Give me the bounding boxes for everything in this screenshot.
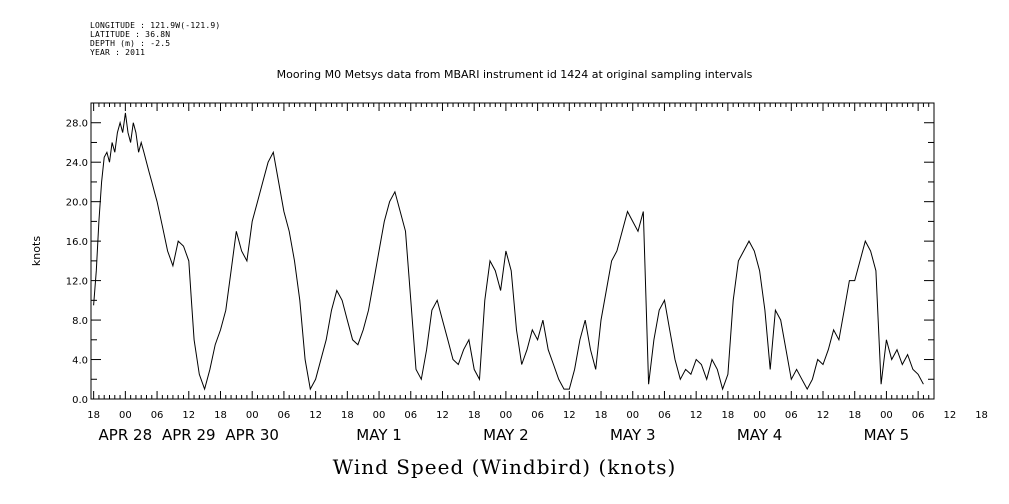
x-tick-label: 18 [87, 410, 100, 421]
y-axis-label: knots [30, 236, 43, 266]
x-axis: 18 00 06 12 18 00 06 12 18 00 06 12 18 00 06 12 18 00 06 12… [87, 103, 988, 444]
y-tick-label: 0.0 [72, 395, 88, 406]
x-tick-label: 06 [912, 410, 925, 421]
x-tick-label: 00 [626, 410, 639, 421]
day-label: MAY 1 [356, 426, 402, 444]
x-tick-label: 06 [151, 410, 164, 421]
y-tick-label: 24.0 [66, 158, 88, 169]
y-tick-label: 20.0 [66, 198, 88, 209]
x-tick-label: 12 [182, 410, 195, 421]
x-tick-label: 18 [468, 410, 481, 421]
x-tick-label: 12 [817, 410, 830, 421]
y-tick-label: 28.0 [66, 119, 88, 130]
x-tick-label: 12 [690, 410, 703, 421]
day-label: APR 28 [99, 426, 153, 444]
x-tick-label: 12 [436, 410, 449, 421]
x-tick-label: 00 [880, 410, 893, 421]
x-tick-label: 06 [658, 410, 671, 421]
latitude-text: LATITUDE : 36.8N [90, 30, 171, 39]
x-tick-label: 12 [943, 410, 956, 421]
x-tick-label: 18 [722, 410, 735, 421]
x-tick-label: 18 [975, 410, 988, 421]
day-label: MAY 4 [737, 426, 783, 444]
x-tick-label: 18 [848, 410, 861, 421]
x-tick-label: 06 [785, 410, 798, 421]
day-label: MAY 5 [864, 426, 910, 444]
x-tick-label: 00 [753, 410, 766, 421]
day-label: APR 30 [225, 426, 279, 444]
x-tick-label: 00 [119, 410, 132, 421]
x-tick-label: 06 [531, 410, 544, 421]
day-label: MAY 2 [483, 426, 529, 444]
x-tick-label: 12 [309, 410, 322, 421]
x-tick-label: 00 [500, 410, 513, 421]
x-tick-label: 18 [341, 410, 354, 421]
x-tick-label: 00 [246, 410, 259, 421]
x-tick-label: 18 [214, 410, 227, 421]
wind-speed-line [93, 112, 924, 391]
x-axis-label: Wind Speed (Windbird) (knots) [332, 455, 677, 479]
plot-frame [90, 102, 935, 400]
depth-text: DEPTH (m) : -2.5 [90, 39, 171, 48]
y-tick-label: 8.0 [72, 316, 88, 327]
y-tick-label: 16.0 [66, 237, 88, 248]
series-group [93, 112, 924, 391]
y-axis: 0.0 4.0 8.0 12.0 16.0 20.0 24.0 28.0 [66, 102, 934, 406]
chart-title: Mooring M0 Metsys data from MBARI instru… [276, 68, 753, 81]
longitude-text: LONGITUDE : 121.9W(-121.9) [90, 21, 221, 30]
x-tick-label: 06 [278, 410, 291, 421]
x-tick-label: 12 [563, 410, 576, 421]
y-tick-label: 4.0 [72, 356, 88, 367]
x-tick-label: 06 [404, 410, 417, 421]
y-tick-label: 12.0 [66, 277, 88, 288]
day-label: MAY 3 [610, 426, 656, 444]
x-tick-label: 00 [373, 410, 386, 421]
x-tick-label: 18 [595, 410, 608, 421]
day-label: APR 29 [162, 426, 216, 444]
year-text: YEAR : 2011 [90, 48, 146, 57]
metadata-block: LONGITUDE : 121.9W(-121.9) LATITUDE : 36… [90, 21, 220, 57]
